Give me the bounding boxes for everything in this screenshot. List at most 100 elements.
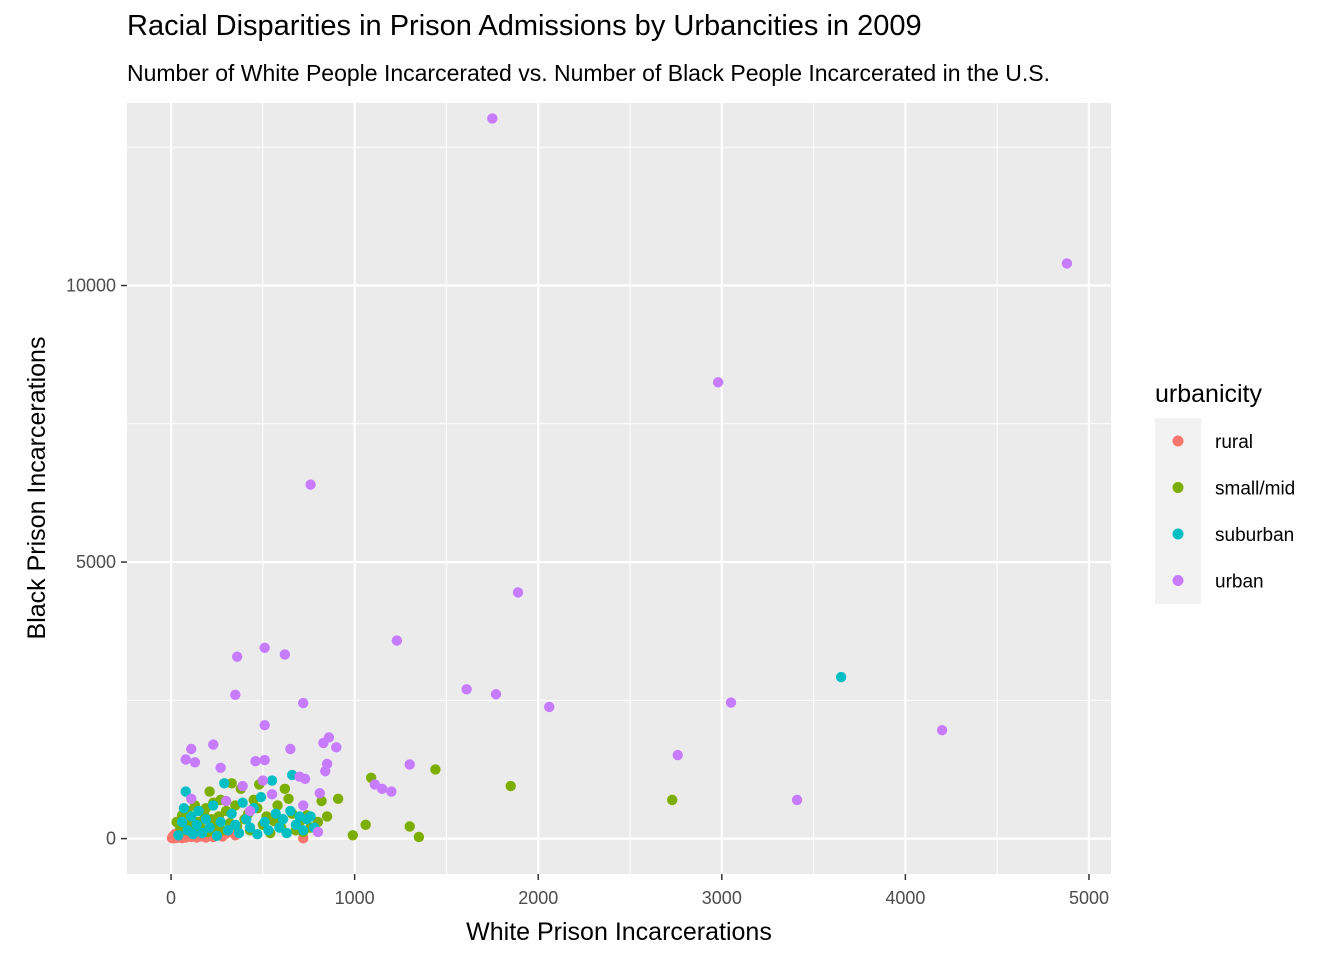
point-suburban [281, 827, 292, 839]
point-suburban [255, 791, 267, 803]
point-urban [376, 783, 388, 795]
point-small-mid [204, 786, 215, 797]
legend-title: urbanicity [1155, 380, 1262, 408]
x-tick-label: 2000 [518, 888, 558, 908]
point-small-mid [347, 830, 359, 841]
point-urban [259, 720, 270, 731]
x-tick-label: 1000 [335, 888, 375, 908]
point-suburban [241, 814, 252, 825]
point-suburban [191, 819, 202, 830]
point-suburban [208, 800, 219, 811]
y-tick-label: 5000 [76, 552, 116, 572]
legend: urbanicity rural small/mid suburban urban [1155, 380, 1295, 604]
point-urban [230, 689, 241, 701]
point-urban [320, 765, 331, 777]
point-suburban [252, 828, 263, 840]
point-suburban [193, 805, 204, 817]
legend-label-rural: rural [1215, 432, 1253, 453]
chart-subtitle: Number of White People Incarcerated vs. … [127, 60, 1050, 86]
legend-label-suburban: suburban [1215, 525, 1294, 546]
legend-key-rural [1172, 435, 1184, 447]
point-suburban [274, 822, 285, 833]
point-urban [259, 642, 270, 653]
point-urban [279, 649, 291, 660]
data-points [166, 113, 1073, 844]
point-urban [386, 786, 397, 797]
point-urban [189, 757, 201, 768]
point-suburban [305, 811, 316, 822]
y-tick-label: 0 [106, 829, 116, 849]
point-small-mid [332, 793, 344, 804]
point-suburban [226, 808, 237, 819]
point-suburban [259, 816, 270, 828]
point-urban [237, 780, 248, 792]
point-urban [314, 788, 325, 799]
point-urban [391, 635, 403, 646]
point-suburban [230, 819, 241, 830]
point-suburban [187, 828, 199, 840]
point-suburban [233, 827, 245, 839]
x-tick-label: 4000 [885, 888, 925, 908]
point-urban [331, 742, 342, 753]
point-urban [404, 759, 415, 770]
legend-items: rural small/mid suburban urban [1172, 432, 1295, 593]
point-urban [312, 826, 324, 838]
point-urban [299, 773, 311, 785]
point-suburban [215, 816, 226, 828]
x-axis-ticks: 0 1000 2000 3000 4000 5000 [166, 874, 1109, 908]
point-suburban [176, 816, 188, 828]
point-suburban [219, 778, 230, 789]
point-urban [490, 689, 502, 700]
point-suburban [211, 830, 223, 842]
point-urban [208, 739, 219, 750]
y-tick-label: 10000 [66, 276, 116, 296]
point-small-mid [413, 831, 425, 843]
legend-label-small-mid: small/mid [1215, 479, 1295, 500]
point-suburban [298, 825, 309, 836]
point-urban [712, 377, 724, 388]
point-suburban [277, 814, 289, 825]
point-suburban [285, 805, 296, 817]
point-small-mid [272, 800, 283, 811]
point-suburban [270, 808, 281, 819]
point-urban [215, 762, 226, 774]
point-suburban [200, 814, 212, 825]
minor-grid [127, 103, 1111, 874]
point-small-mid [226, 778, 237, 789]
point-suburban [197, 827, 208, 839]
point-urban [259, 754, 270, 766]
point-suburban [290, 819, 302, 830]
x-tick-label: 0 [166, 888, 176, 908]
x-tick-label: 3000 [702, 888, 742, 908]
y-axis-title: Black Prison Incarcerations [23, 337, 51, 640]
point-urban [318, 737, 329, 749]
point-urban [305, 479, 316, 490]
point-urban [186, 743, 197, 755]
point-small-mid [505, 780, 516, 792]
point-suburban [173, 830, 184, 841]
point-urban [725, 697, 737, 708]
point-small-mid [360, 819, 371, 830]
point-urban [250, 755, 261, 767]
legend-key-suburban [1172, 528, 1184, 540]
y-axis-ticks: 0 5000 10000 [66, 276, 127, 849]
point-urban [285, 743, 296, 755]
point-urban [461, 684, 472, 695]
point-urban [220, 795, 232, 807]
point-urban [186, 793, 197, 804]
point-urban [231, 651, 243, 662]
legend-key-area [1155, 418, 1201, 604]
point-urban [791, 794, 803, 806]
point-small-mid [321, 811, 333, 822]
plot-panel [127, 103, 1111, 874]
point-urban [244, 805, 256, 817]
point-urban [266, 789, 278, 800]
point-urban [298, 800, 309, 811]
chart-title: Racial Disparities in Prison Admissions … [127, 10, 922, 42]
point-small-mid [404, 821, 415, 832]
point-suburban [266, 775, 278, 786]
major-grid [127, 103, 1111, 874]
point-small-mid [279, 783, 291, 795]
x-axis-title: White Prison Incarcerations [466, 918, 772, 946]
